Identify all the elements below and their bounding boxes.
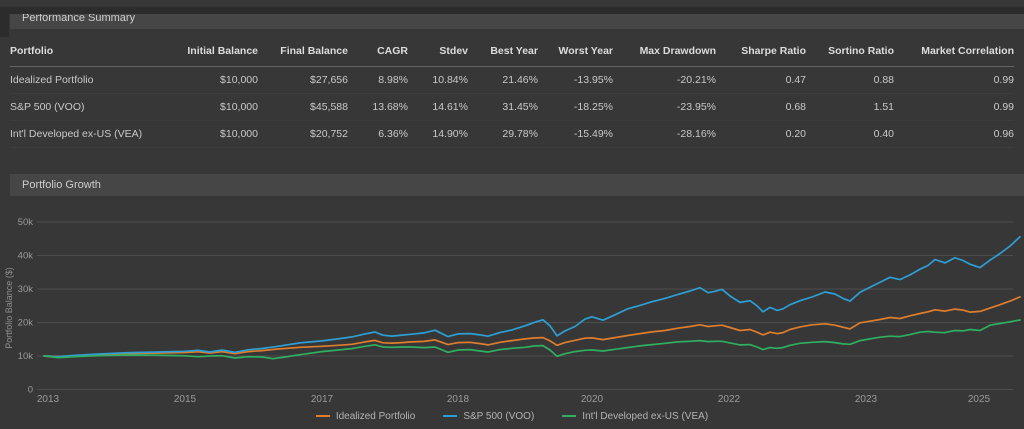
- metric-cell: 29.78%: [468, 121, 538, 148]
- column-header: Worst Year: [538, 37, 613, 67]
- metric-cell: -28.16%: [613, 121, 716, 148]
- table-row: S&P 500 (VOO) $10,000 $45,588 13.68% 14.61% 3…: [10, 94, 1014, 121]
- metric-cell: -23.95%: [613, 94, 716, 121]
- table-row: Idealized Portfolio $10,000 $27,656 8.98% 10…: [10, 67, 1014, 94]
- x-axis-tick-label: 2022: [718, 394, 741, 405]
- metric-cell: 0.40: [806, 121, 894, 148]
- legend-dash-icon: [562, 415, 577, 417]
- legend-dash-icon: [443, 415, 458, 417]
- metric-cell: $10,000: [170, 67, 258, 94]
- x-axis-tick-label: 2017: [311, 394, 334, 405]
- column-header: CAGR: [348, 37, 408, 67]
- series-line-idealized-portfolio[interactable]: [43, 296, 1021, 358]
- portfolio-name-cell: S&P 500 (VOO): [10, 94, 170, 121]
- legend-label: Int'l Developed ex-US (VEA): [582, 410, 709, 422]
- y-axis-tick-label: 0: [28, 385, 33, 396]
- metric-cell: 1.51: [806, 94, 894, 121]
- x-axis-tick-label: 2018: [447, 394, 470, 405]
- window-left-edge: [0, 7, 9, 37]
- y-axis-tick-label: 40k: [18, 251, 34, 262]
- y-axis-tick-label: 50k: [18, 217, 34, 228]
- x-axis-tick-label: 2013: [37, 394, 60, 405]
- column-header: Initial Balance: [170, 37, 258, 67]
- legend-item-int-l-developed-ex-us-vea-[interactable]: Int'l Developed ex-US (VEA): [562, 411, 708, 422]
- series-line-int-l-developed-ex-us-vea-[interactable]: [43, 319, 1021, 360]
- metric-cell: -18.25%: [538, 94, 613, 121]
- column-header: Stdev: [408, 37, 468, 67]
- table-row: Int'l Developed ex-US (VEA) $10,000 $20,75…: [10, 121, 1014, 148]
- metric-cell: 0.99: [894, 94, 1014, 121]
- portfolio-growth-title: Portfolio Growth: [22, 179, 101, 191]
- metric-cell: 14.61%: [408, 94, 468, 121]
- metric-cell: 21.46%: [468, 67, 538, 94]
- chart-legend: Idealized Portfolio S&P 500 (VOO) Int'l De…: [0, 406, 1024, 426]
- legend-item-s-p-500-voo-[interactable]: S&P 500 (VOO): [443, 411, 534, 422]
- y-axis-title: Portfolio Balance ($): [4, 267, 14, 349]
- column-header: Best Year: [468, 37, 538, 67]
- performance-summary-title: Performance Summary: [22, 12, 136, 24]
- metric-cell: $20,752: [258, 121, 348, 148]
- portfolio-growth-header: Portfolio Growth: [10, 174, 1024, 196]
- legend-label: S&P 500 (VOO): [463, 410, 535, 422]
- y-axis-tick-label: 10k: [18, 351, 34, 362]
- metric-cell: 10.84%: [408, 67, 468, 94]
- x-axis-tick-label: 2025: [968, 394, 991, 405]
- column-header: Market Correlation: [894, 37, 1014, 67]
- column-header: Sortino Ratio: [806, 37, 894, 67]
- metric-cell: 0.99: [894, 67, 1014, 94]
- metric-cell: 14.90%: [408, 121, 468, 148]
- legend-dash-icon: [315, 415, 330, 417]
- metric-cell: -20.21%: [613, 67, 716, 94]
- y-axis-tick-label: 20k: [18, 318, 34, 329]
- metric-cell: 8.98%: [348, 67, 408, 94]
- metric-cell: $27,656: [258, 67, 348, 94]
- metric-cell: $10,000: [170, 94, 258, 121]
- x-axis-tick-label: 2020: [581, 394, 604, 405]
- metric-cell: 13.68%: [348, 94, 408, 121]
- metric-cell: $10,000: [170, 121, 258, 148]
- series-line-s-p-500-voo-[interactable]: [43, 235, 1021, 358]
- metric-cell: 6.36%: [348, 121, 408, 148]
- column-header: Sharpe Ratio: [716, 37, 806, 67]
- column-header: Max Drawdown: [613, 37, 716, 67]
- portfolio-name-cell: Idealized Portfolio: [10, 67, 170, 94]
- metric-cell: 0.68: [716, 94, 806, 121]
- metric-cell: 0.88: [806, 67, 894, 94]
- portfolio-name-cell: Int'l Developed ex-US (VEA): [10, 121, 170, 148]
- y-axis-tick-label: 30k: [18, 284, 34, 295]
- column-header: Final Balance: [258, 37, 348, 67]
- performance-summary-table: Portfolio Initial Balance Final Balance CAG…: [10, 37, 1014, 148]
- portfolio-growth-chart[interactable]: 0 10k 20k 30k 40k 50k 2013 2015 2017 2018 2020 2022…: [0, 196, 1024, 406]
- metric-cell: -13.95%: [538, 67, 613, 94]
- legend-item-idealized-portfolio[interactable]: Idealized Portfolio: [315, 410, 416, 422]
- window-top-edge: [0, 7, 1024, 14]
- metric-cell: 0.47: [716, 67, 806, 94]
- x-axis-tick-label: 2015: [174, 394, 197, 405]
- legend-label: Idealized Portfolio: [335, 410, 416, 422]
- metric-cell: 0.20: [716, 121, 806, 148]
- x-axis-tick-label: 2023: [855, 394, 878, 405]
- metric-cell: 31.45%: [468, 94, 538, 121]
- column-header: Portfolio: [10, 37, 170, 67]
- metric-cell: $45,588: [258, 94, 348, 121]
- metric-cell: -15.49%: [538, 121, 613, 148]
- table-header-row: Portfolio Initial Balance Final Balance CAG…: [10, 37, 1014, 67]
- metric-cell: 0.96: [894, 121, 1014, 148]
